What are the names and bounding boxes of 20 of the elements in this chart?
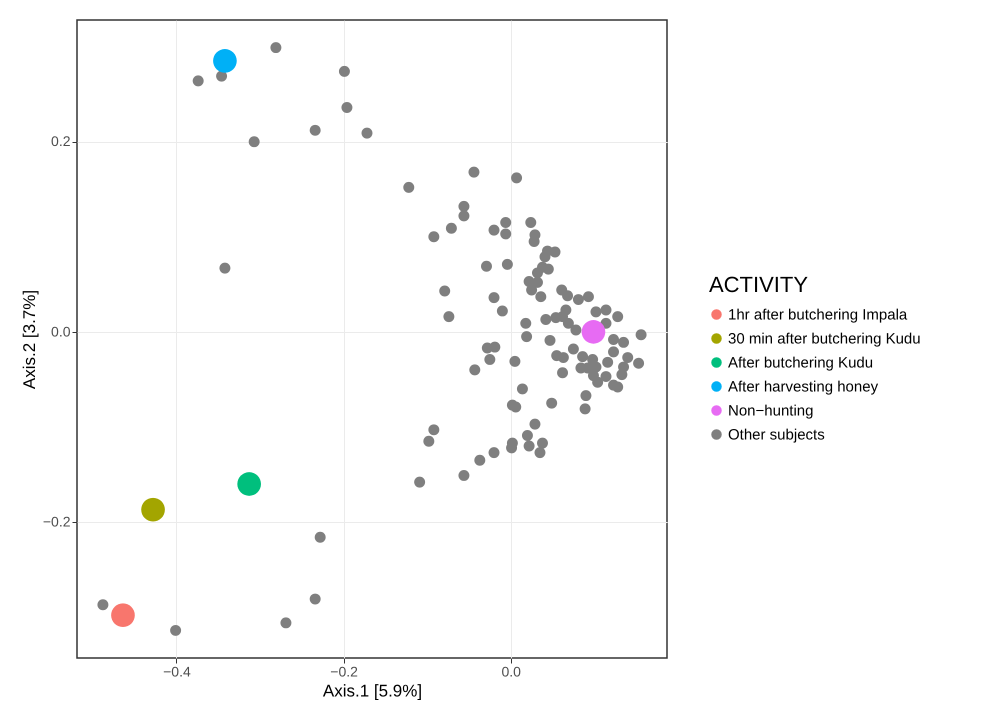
point [213, 49, 237, 73]
y-tick-label: −0.2 [42, 514, 71, 530]
legend-label: 1hr after butchering Impala [728, 306, 908, 324]
legend-label: 30 min after butchering Kudu [728, 330, 921, 348]
y-tick-label: 0.0 [51, 323, 71, 340]
x-tick-label: −0.2 [330, 664, 358, 680]
y-tick-label: 0.2 [51, 133, 71, 150]
legend-label: After harvesting honey [728, 378, 879, 396]
x-axis-title: Axis.1 [5.9%] [322, 682, 422, 700]
point [582, 320, 606, 344]
point [111, 603, 135, 628]
point [141, 498, 165, 522]
legend-label: Non−hunting [728, 402, 814, 420]
point [237, 472, 261, 496]
legend-label: After butchering Kudu [728, 354, 874, 372]
legend-title: ACTIVITY [709, 272, 808, 297]
x-tick-label: 0.0 [501, 664, 522, 680]
legend-label: Other subjects [728, 426, 825, 444]
y-axis-title: Axis.2 [3.7%] [20, 290, 39, 390]
x-tick-label: −0.4 [163, 664, 191, 680]
